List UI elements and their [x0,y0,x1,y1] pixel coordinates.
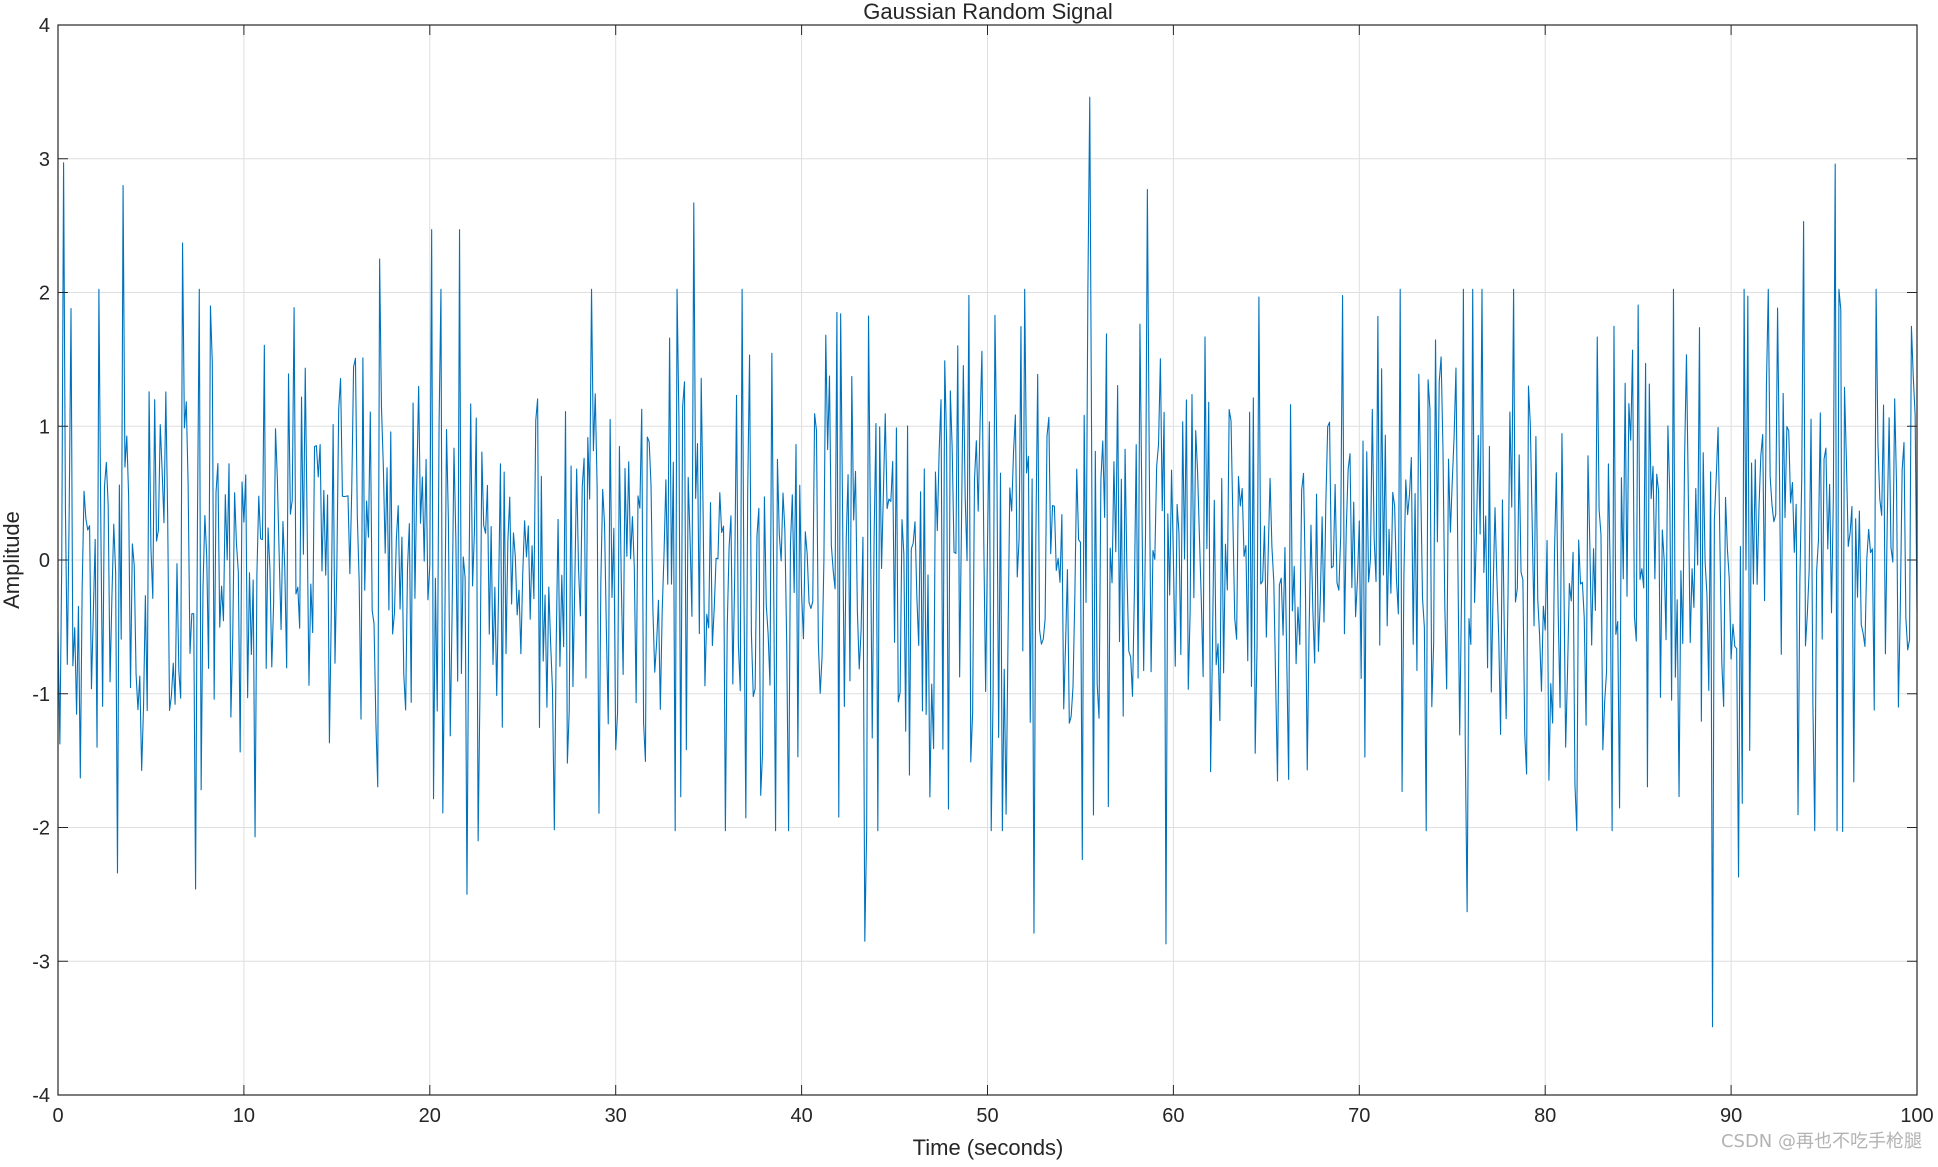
signal-series-line [57,96,1918,1028]
x-tick-label: 20 [419,1105,441,1127]
x-tick-label: 80 [1534,1105,1556,1127]
y-tick-label: 3 [39,149,50,171]
x-tick-label: 40 [790,1105,812,1127]
y-tick-label: 4 [39,15,50,37]
y-axis-label: Amplitude [0,511,24,609]
x-tick-label: 90 [1720,1105,1742,1127]
x-tick-label: 30 [605,1105,627,1127]
y-tick-label: 0 [39,550,50,572]
x-tick-label: 10 [233,1105,255,1127]
chart-title: Gaussian Random Signal [863,0,1112,24]
tick-layer: 0 10 20 30 40 50 60 70 80 90 100 -4 -3 -2 -1 0 1 2 3 4 [32,15,1933,1127]
y-tick-label: 1 [39,416,50,438]
x-tick-label: 100 [1900,1105,1933,1127]
y-tick-label: 2 [39,283,50,305]
series-layer [57,96,1918,1028]
x-tick-label: 50 [976,1105,998,1127]
watermark: CSDN @再也不吃手枪腿 [1721,1131,1922,1152]
y-tick-label: -2 [32,818,50,840]
x-tick-label: 0 [52,1105,63,1127]
y-tick-label: -1 [32,684,50,706]
x-axis-label: Time (seconds) [913,1135,1064,1160]
y-tick-label: -4 [32,1085,50,1107]
x-tick-label: 60 [1162,1105,1184,1127]
y-tick-label: -3 [32,951,50,973]
x-tick-label: 70 [1348,1105,1370,1127]
